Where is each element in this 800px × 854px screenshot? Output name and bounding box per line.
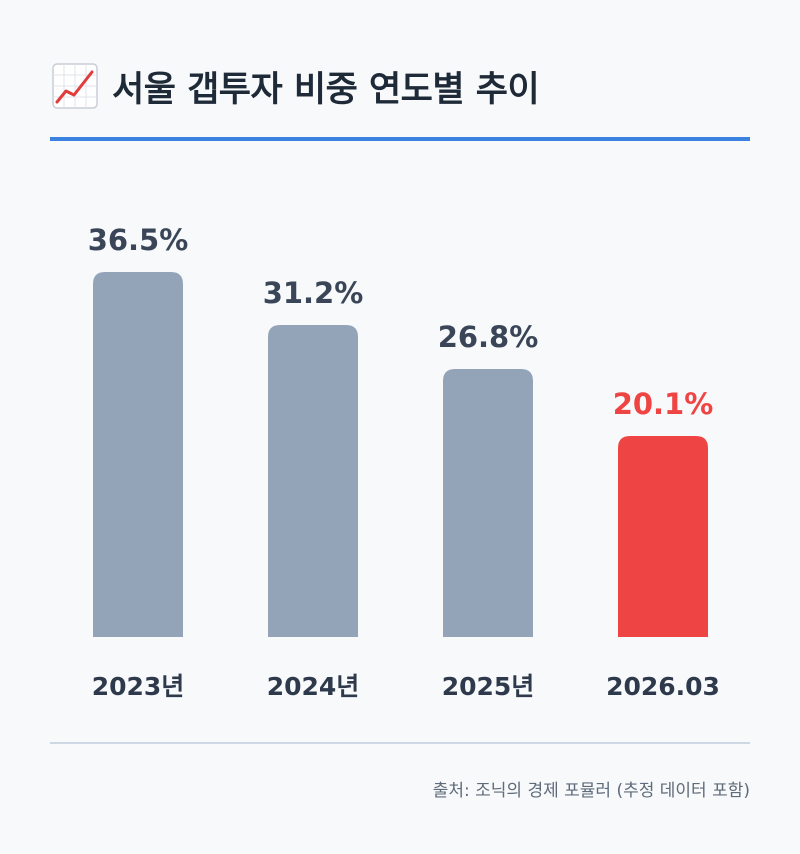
bar-0 bbox=[93, 272, 183, 637]
title-underline bbox=[50, 137, 750, 141]
chart-title: 서울 갭투자 비중 연도별 추이 bbox=[112, 69, 540, 110]
chart-title-row: 서울 갭투자 비중 연도별 추이 bbox=[50, 58, 540, 114]
bar-1 bbox=[268, 325, 358, 637]
bar-3 bbox=[618, 436, 708, 637]
category-label-2: 2025년 bbox=[442, 672, 535, 701]
category-label-1: 2024년 bbox=[267, 672, 360, 701]
chart-increasing-icon bbox=[52, 63, 98, 109]
value-label-3: 20.1% bbox=[613, 387, 714, 421]
value-label-0: 36.5% bbox=[88, 223, 189, 257]
value-label-2: 26.8% bbox=[438, 320, 539, 354]
category-label-3: 2026.03 bbox=[606, 672, 720, 701]
bar-2 bbox=[443, 369, 533, 637]
value-label-1: 31.2% bbox=[263, 276, 364, 310]
source-note: 출처: 조닉의 경제 포뮬러 (추정 데이터 포함) bbox=[432, 781, 750, 801]
chart-baseline-divider bbox=[50, 742, 750, 744]
category-label-0: 2023년 bbox=[92, 672, 185, 701]
